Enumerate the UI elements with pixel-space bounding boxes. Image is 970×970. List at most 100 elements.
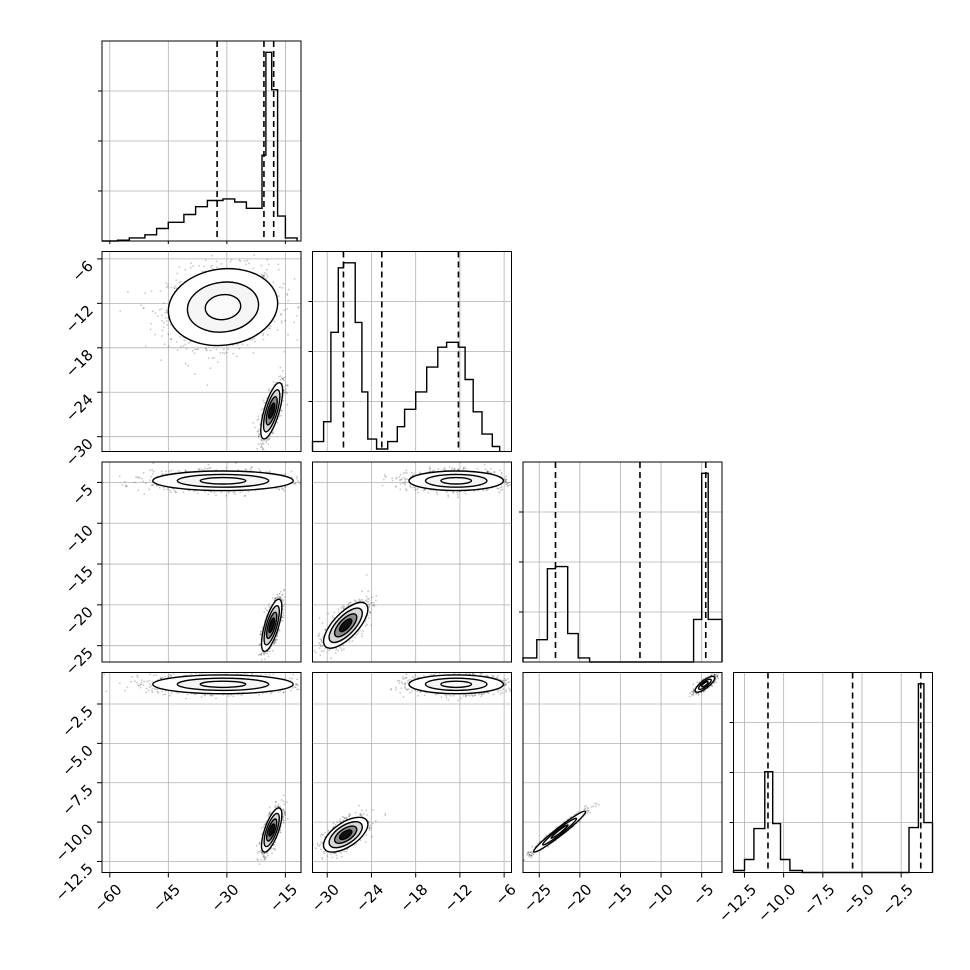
scatter-point <box>456 491 459 494</box>
scatter-point <box>258 643 261 646</box>
scatter-point <box>284 319 287 322</box>
scatter-point <box>501 488 504 491</box>
scatter-point <box>284 486 286 488</box>
scatter-point <box>210 491 213 493</box>
scatter-point <box>281 378 284 380</box>
scatter-point <box>257 443 260 445</box>
scatter-point <box>452 491 454 493</box>
scatter-point <box>192 265 195 268</box>
scatter-point <box>277 488 280 490</box>
scatter-point <box>258 468 261 471</box>
scatter-point <box>225 467 228 469</box>
scatter-point <box>216 361 219 363</box>
scatter-point <box>271 597 274 599</box>
scatter-point <box>244 260 246 263</box>
scatter-point <box>232 491 235 494</box>
scatter-point <box>442 468 445 470</box>
scatter-point <box>280 377 283 379</box>
scatter-point <box>210 266 212 269</box>
scatter-point <box>278 375 280 378</box>
scatter-point <box>278 630 281 632</box>
scatter-point <box>262 407 264 410</box>
scatter-point <box>281 286 284 289</box>
scatter-point <box>259 443 262 445</box>
scatter-point <box>284 473 286 475</box>
scatter-point <box>395 477 397 480</box>
scatter-point <box>233 490 236 493</box>
scatter-point <box>283 489 286 492</box>
scatter-point <box>193 490 196 493</box>
scatter-point <box>204 490 206 493</box>
scatter-point <box>152 462 155 465</box>
scatter-point <box>180 345 182 348</box>
scatter-point <box>197 468 200 471</box>
scatter-point <box>395 485 397 487</box>
scatter-point <box>275 638 277 641</box>
scatter-point <box>281 409 283 412</box>
scatter-point <box>453 467 456 470</box>
scatter-point <box>275 635 278 638</box>
scatter-point <box>234 462 237 465</box>
scatter-point <box>282 605 285 608</box>
scatter-point <box>267 437 270 439</box>
scatter-point <box>283 608 285 611</box>
scatter-point <box>144 292 147 294</box>
scatter-point <box>280 409 283 412</box>
scatter-point <box>182 491 185 494</box>
scatter-point <box>206 467 209 470</box>
scatter-point <box>225 494 228 497</box>
scatter-point <box>215 348 218 351</box>
scatter-point <box>404 483 407 486</box>
scatter-point <box>209 349 212 352</box>
scatter-point <box>282 611 284 614</box>
scatter-point <box>266 652 269 655</box>
scatter-point <box>154 312 157 315</box>
scatter-point <box>284 485 287 488</box>
scatter-point <box>207 463 210 466</box>
scatter-point <box>213 357 216 359</box>
scatter-point <box>262 399 265 402</box>
scatter-point <box>119 310 122 313</box>
scatter-point <box>282 488 285 490</box>
scatter-point <box>416 487 419 489</box>
scatter-point <box>136 476 139 479</box>
scatter-point <box>483 463 486 466</box>
scatter-point <box>143 493 146 495</box>
scatter-point <box>208 467 210 469</box>
scatter-point <box>178 281 181 284</box>
scatter-point <box>263 271 266 274</box>
scatter-point <box>263 276 265 278</box>
scatter-point <box>177 470 180 472</box>
scatter-point <box>287 333 289 336</box>
scatter-point <box>165 309 168 312</box>
scatter-point <box>264 652 267 654</box>
scatter-point <box>187 364 190 367</box>
scatter-point <box>281 487 283 490</box>
scatter-point <box>294 482 296 485</box>
scatter-point <box>280 322 283 324</box>
scatter-point <box>252 267 255 270</box>
scatter-point <box>286 293 288 295</box>
scatter-point <box>253 338 256 340</box>
scatter-point <box>161 329 164 332</box>
scatter-point <box>282 599 285 601</box>
scatter-point <box>265 268 268 271</box>
scatter-point <box>262 443 265 445</box>
scatter-point <box>464 492 467 495</box>
scatter-point <box>260 273 263 276</box>
scatter-point <box>283 385 285 388</box>
scatter-point <box>497 487 500 490</box>
scatter-point <box>142 480 145 483</box>
scatter-point <box>268 388 271 390</box>
scatter-point <box>278 592 281 595</box>
scatter-point <box>262 274 264 277</box>
scatter-point <box>190 262 193 265</box>
scatter-point <box>268 650 271 653</box>
scatter-point <box>254 340 256 343</box>
scatter-point <box>281 369 284 372</box>
scatter-point <box>404 480 407 483</box>
scatter-point <box>493 471 495 474</box>
scatter-point <box>268 603 270 606</box>
scatter-point <box>280 320 283 322</box>
scatter-point <box>282 399 285 402</box>
